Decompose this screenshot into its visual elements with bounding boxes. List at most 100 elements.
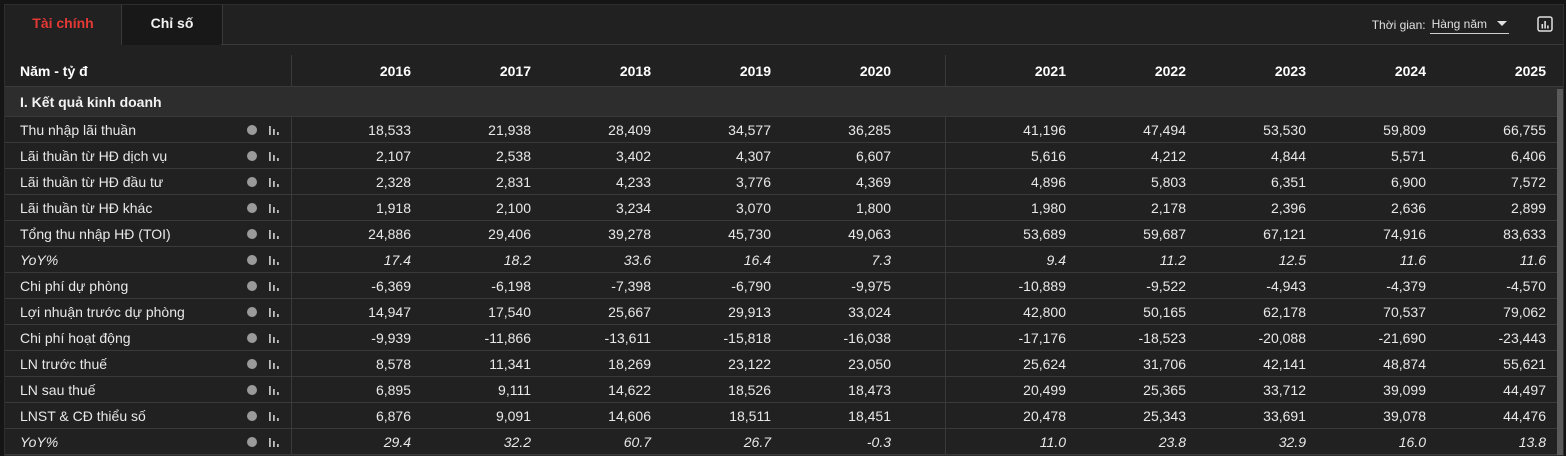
table-row: Chi phí dự phòng -6,369 -6,198 -7,398 -6,790… bbox=[5, 273, 1563, 299]
value-cell: -20,088 bbox=[1258, 329, 1306, 346]
value-cell: 1,800 bbox=[855, 199, 891, 216]
info-dot-icon[interactable] bbox=[247, 333, 257, 343]
value-cell: -4,570 bbox=[1506, 277, 1546, 294]
row-label: LN sau thuế bbox=[20, 381, 96, 398]
info-dot-icon[interactable] bbox=[247, 151, 257, 161]
value-cell: 59,809 bbox=[1383, 121, 1426, 138]
info-dot-icon[interactable] bbox=[247, 411, 257, 421]
bar-chart-icon[interactable] bbox=[268, 410, 280, 422]
year-header: 2016 bbox=[379, 62, 411, 79]
value-cell: 9,111 bbox=[498, 381, 531, 398]
value-cell: 32.9 bbox=[1278, 433, 1306, 450]
value-cell: 74,916 bbox=[1383, 225, 1426, 242]
value-cell: -6,369 bbox=[371, 277, 411, 294]
info-dot-icon[interactable] bbox=[247, 203, 257, 213]
info-dot-icon[interactable] bbox=[247, 177, 257, 187]
value-cell: 16.0 bbox=[1398, 433, 1426, 450]
year-header: 2024 bbox=[1394, 62, 1426, 79]
row-label: Lãi thuần từ HĐ khác bbox=[20, 199, 153, 216]
value-cell: 45,730 bbox=[728, 225, 771, 242]
value-cell: 24,886 bbox=[368, 225, 411, 242]
vertical-scrollbar[interactable] bbox=[1557, 89, 1563, 455]
value-cell: 9.4 bbox=[1046, 251, 1066, 268]
bar-chart-icon[interactable] bbox=[268, 124, 280, 136]
info-dot-icon[interactable] bbox=[247, 255, 257, 265]
value-cell: 4,896 bbox=[1030, 173, 1066, 190]
info-dot-icon[interactable] bbox=[247, 385, 257, 395]
year-header: 2023 bbox=[1274, 62, 1306, 79]
row-label: Lãi thuần từ HĐ dịch vụ bbox=[20, 147, 168, 164]
column-divider bbox=[291, 55, 292, 455]
value-cell: 11.0 bbox=[1039, 433, 1066, 450]
value-cell: -9,975 bbox=[851, 277, 891, 294]
info-dot-icon[interactable] bbox=[247, 359, 257, 369]
year-header: 2025 bbox=[1514, 62, 1546, 79]
bar-chart-icon[interactable] bbox=[268, 254, 280, 266]
section-title: I. Kết quả kinh doanh bbox=[20, 93, 162, 110]
row-label: Thu nhập lãi thuần bbox=[20, 121, 136, 138]
value-cell: 23,122 bbox=[728, 355, 771, 372]
table-row: Tổng thu nhập HĐ (TOI) 24,886 29,406 39,278… bbox=[5, 221, 1563, 247]
row-label: Lãi thuần từ HĐ đầu tư bbox=[20, 173, 164, 190]
value-cell: 41,196 bbox=[1023, 121, 1066, 138]
period-selected-value: Hàng năm bbox=[1431, 16, 1487, 31]
value-cell: 14,947 bbox=[368, 303, 411, 320]
value-cell: 3,776 bbox=[735, 173, 771, 190]
info-dot-icon[interactable] bbox=[247, 125, 257, 135]
info-dot-icon[interactable] bbox=[247, 307, 257, 317]
bar-chart-icon[interactable] bbox=[268, 150, 280, 162]
value-cell: 34,577 bbox=[728, 121, 771, 138]
value-cell: 14,606 bbox=[608, 407, 651, 424]
value-cell: 39,078 bbox=[1383, 407, 1426, 424]
report-chart-icon[interactable] bbox=[1537, 16, 1553, 32]
value-cell: -11,866 bbox=[484, 329, 531, 346]
period-filter: Thời gian: Hàng năm bbox=[1372, 14, 1509, 36]
bar-chart-icon[interactable] bbox=[268, 358, 280, 370]
tab-finance[interactable]: Tài chính bbox=[5, 5, 121, 45]
bar-chart-icon[interactable] bbox=[268, 228, 280, 240]
info-dot-icon[interactable] bbox=[247, 281, 257, 291]
info-dot-icon[interactable] bbox=[247, 229, 257, 239]
table-row: Thu nhập lãi thuần 18,533 21,938 28,409 34,5… bbox=[5, 117, 1563, 143]
value-cell: 21,938 bbox=[488, 121, 531, 138]
value-cell: 42,800 bbox=[1023, 303, 1066, 320]
value-cell: 18,526 bbox=[728, 381, 771, 398]
value-cell: 3,070 bbox=[735, 199, 771, 216]
value-cell: 2,899 bbox=[1510, 199, 1546, 216]
value-cell: 79,062 bbox=[1503, 303, 1546, 320]
value-cell: 2,107 bbox=[375, 147, 411, 164]
value-cell: 49,063 bbox=[848, 225, 891, 242]
value-cell: 2,831 bbox=[495, 173, 531, 190]
value-cell: 42,141 bbox=[1263, 355, 1306, 372]
period-dropdown[interactable]: Hàng năm bbox=[1429, 16, 1509, 34]
table-row: YoY% 29.4 32.2 60.7 26.7 -0.3 11.0 23.8 32.9 16.0… bbox=[5, 429, 1563, 455]
value-cell: 6,895 bbox=[375, 381, 411, 398]
bar-chart-icon[interactable] bbox=[268, 384, 280, 396]
table-row: Lãi thuần từ HĐ đầu tư 2,328 2,831 4,233 3,7… bbox=[5, 169, 1563, 195]
value-cell: 2,328 bbox=[375, 173, 411, 190]
value-cell: 23,050 bbox=[848, 355, 891, 372]
value-cell: 33,691 bbox=[1263, 407, 1306, 424]
bar-chart-icon[interactable] bbox=[268, 202, 280, 214]
value-cell: 70,537 bbox=[1383, 303, 1426, 320]
value-cell: 31,706 bbox=[1143, 355, 1186, 372]
value-cell: 44,476 bbox=[1503, 407, 1546, 424]
bar-chart-icon[interactable] bbox=[268, 280, 280, 292]
value-cell: 28,409 bbox=[608, 121, 651, 138]
table-row: LN sau thuế 6,895 9,111 14,622 18,526 18,473 2… bbox=[5, 377, 1563, 403]
value-cell: 66,755 bbox=[1503, 121, 1546, 138]
bar-chart-icon[interactable] bbox=[268, 306, 280, 318]
row-label: YoY% bbox=[20, 251, 59, 268]
bar-chart-icon[interactable] bbox=[268, 436, 280, 448]
value-cell: 32.2 bbox=[503, 433, 531, 450]
value-cell: -6,198 bbox=[491, 277, 531, 294]
bar-chart-icon[interactable] bbox=[268, 332, 280, 344]
row-label: LNST & CĐ thiểu số bbox=[20, 407, 146, 424]
value-cell: 4,844 bbox=[1270, 147, 1306, 164]
tab-ratios[interactable]: Chỉ số bbox=[121, 5, 223, 45]
info-dot-icon[interactable] bbox=[247, 437, 257, 447]
value-cell: 6,406 bbox=[1510, 147, 1546, 164]
bar-chart-icon[interactable] bbox=[268, 176, 280, 188]
value-cell: 53,530 bbox=[1263, 121, 1306, 138]
value-cell: 11.6 bbox=[1519, 251, 1546, 268]
